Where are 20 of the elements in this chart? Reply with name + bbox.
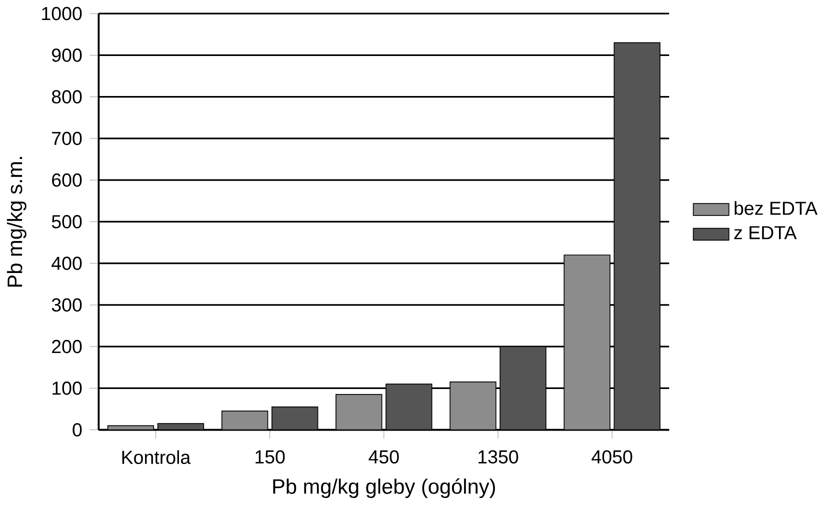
y-axis-title: Pb mg/kg s.m. <box>6 157 26 287</box>
y-tick-label: 0 <box>72 423 82 436</box>
x-tick-label: 4050 <box>592 450 632 464</box>
y-tick-label: 400 <box>52 256 82 270</box>
x-tick-label: 150 <box>256 450 285 464</box>
y-tick-label: 900 <box>52 48 82 62</box>
y-tick-label: 800 <box>52 90 82 104</box>
y-tick-label: 100 <box>52 382 82 395</box>
y-tick-label: 200 <box>52 340 82 354</box>
x-tick-label: 450 <box>368 450 399 464</box>
legend-label: z EDTA <box>734 226 797 240</box>
y-tick-label: 500 <box>52 215 82 228</box>
x-axis-title: Pb mg/kg gleby (ogólny) <box>273 478 495 498</box>
y-tick-label: 1000 <box>42 6 82 20</box>
legend-label: bez EDTA <box>734 201 818 215</box>
x-tick-label: 1350 <box>478 450 518 464</box>
y-tick-label: 700 <box>52 132 82 146</box>
x-tick-label: Kontrola <box>122 450 191 464</box>
y-tick-label: 300 <box>52 298 82 312</box>
y-tick-label: 600 <box>52 173 82 187</box>
